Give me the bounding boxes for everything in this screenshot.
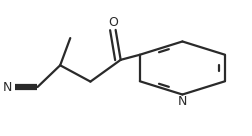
Text: O: O: [108, 16, 118, 29]
Text: N: N: [177, 95, 186, 108]
Text: N: N: [3, 81, 12, 94]
